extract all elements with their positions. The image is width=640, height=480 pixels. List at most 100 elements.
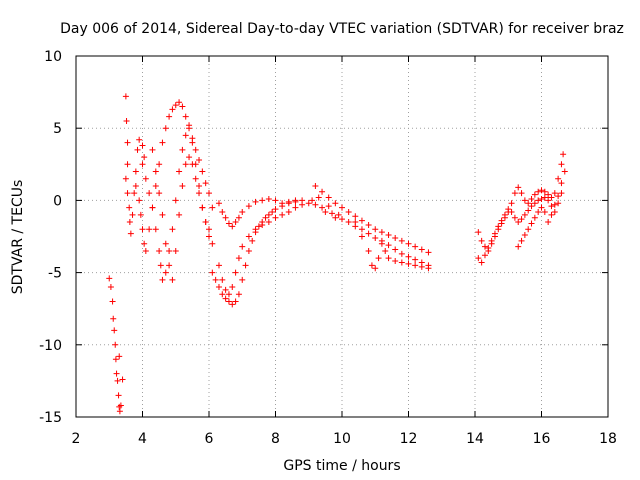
data-point: [285, 198, 292, 205]
data-point: [219, 291, 226, 298]
data-point: [521, 197, 528, 204]
data-point: [232, 219, 239, 226]
data-point: [531, 214, 538, 221]
data-point: [541, 208, 548, 215]
data-point: [182, 132, 189, 139]
data-point: [265, 211, 272, 218]
data-point: [212, 276, 219, 283]
data-point: [169, 106, 176, 113]
data-point: [259, 197, 266, 204]
data-point: [162, 269, 169, 276]
data-point: [225, 220, 232, 227]
y-tick-labels: -15 -10 -5 0 5 10: [39, 49, 62, 426]
data-point: [232, 269, 239, 276]
data-point: [111, 327, 118, 334]
data-point: [219, 208, 226, 215]
data-point: [124, 161, 131, 168]
data-point: [159, 276, 166, 283]
data-point: [548, 203, 555, 210]
x-tick-label: 4: [138, 431, 147, 447]
x-tick-label: 16: [533, 431, 551, 447]
data-point: [116, 408, 123, 415]
data-point: [325, 194, 332, 201]
data-point: [418, 263, 425, 270]
series-dip-6-to-9-c: [215, 195, 299, 230]
data-point: [136, 136, 143, 143]
data-point: [531, 200, 538, 207]
data-point: [481, 252, 488, 259]
data-point: [132, 182, 139, 189]
x-tick-label: 10: [333, 431, 351, 447]
data-point: [139, 226, 146, 233]
data-point: [518, 237, 525, 244]
data-point: [196, 190, 203, 197]
data-point: [124, 190, 131, 197]
data-point: [501, 211, 508, 218]
data-point: [319, 188, 326, 195]
data-point: [245, 247, 252, 254]
data-point: [235, 255, 242, 262]
data-point: [265, 195, 272, 202]
data-point: [179, 182, 186, 189]
data-point: [129, 211, 136, 218]
data-point: [392, 246, 399, 253]
data-point: [189, 139, 196, 146]
x-tick-label: 12: [400, 431, 418, 447]
data-point: [127, 230, 134, 237]
data-point: [548, 194, 555, 201]
data-point: [385, 255, 392, 262]
x-tick-label: 6: [205, 431, 214, 447]
data-point: [365, 221, 372, 228]
data-point: [508, 208, 515, 215]
data-point: [339, 216, 345, 223]
data-point: [179, 103, 186, 110]
series-band-a: [132, 99, 216, 254]
data-point: [219, 276, 226, 283]
data-point: [412, 243, 419, 250]
data-point: [538, 187, 545, 194]
y-tick-label: -15: [39, 410, 62, 426]
data-point: [541, 194, 548, 201]
data-point: [332, 214, 339, 221]
data-point: [475, 229, 482, 236]
data-point: [209, 240, 216, 247]
data-point: [555, 200, 562, 207]
data-point: [196, 182, 203, 189]
data-point: [232, 298, 239, 305]
x-axis-label: GPS time / hours: [283, 458, 400, 474]
data-point: [481, 243, 488, 250]
series-band-9-to-12.6-c: [352, 219, 432, 272]
data-point: [560, 151, 567, 158]
data-point: [159, 139, 166, 146]
data-point: [272, 197, 279, 204]
data-point: [131, 190, 138, 197]
data-point: [558, 190, 565, 197]
data-point: [272, 214, 279, 221]
data-point: [139, 142, 146, 149]
data-point: [172, 247, 179, 254]
data-point: [475, 255, 482, 262]
data-point: [392, 258, 399, 265]
data-point: [551, 208, 558, 215]
data-point: [229, 284, 236, 291]
data-point: [335, 211, 342, 218]
data-point: [255, 223, 262, 230]
series-band-14-to-16.7-a: [475, 151, 567, 254]
data-point: [157, 262, 164, 269]
data-point: [239, 243, 246, 250]
data-point: [545, 191, 552, 198]
data-point: [412, 262, 419, 269]
data-point: [117, 402, 124, 409]
data-point: [279, 200, 286, 207]
data-point: [202, 180, 209, 187]
data-point: [535, 197, 542, 204]
data-point: [162, 240, 169, 247]
x-tick-label: 18: [599, 431, 617, 447]
data-point: [176, 168, 183, 175]
series-band-b: [139, 122, 216, 283]
data-point: [146, 190, 153, 197]
data-point: [292, 204, 299, 211]
data-point: [134, 146, 141, 153]
data-point: [299, 201, 306, 208]
data-point: [196, 156, 203, 163]
